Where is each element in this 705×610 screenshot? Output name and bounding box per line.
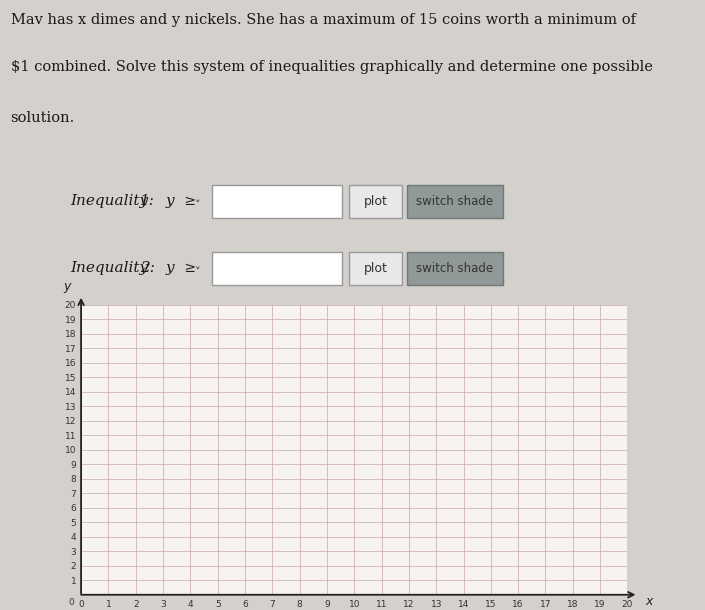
FancyBboxPatch shape xyxy=(349,252,402,285)
Text: solution.: solution. xyxy=(11,111,75,125)
Text: x: x xyxy=(645,595,653,609)
FancyBboxPatch shape xyxy=(349,185,402,218)
Text: 1:: 1: xyxy=(140,195,154,208)
FancyBboxPatch shape xyxy=(212,185,342,218)
Text: ˅: ˅ xyxy=(195,199,201,210)
Text: switch shade: switch shade xyxy=(416,195,494,208)
Text: ≥: ≥ xyxy=(180,195,196,208)
FancyBboxPatch shape xyxy=(407,185,503,218)
Text: y: y xyxy=(63,280,71,293)
Text: switch shade: switch shade xyxy=(416,262,494,275)
Text: y: y xyxy=(166,262,174,275)
Text: y: y xyxy=(166,195,174,208)
Text: ˅: ˅ xyxy=(195,267,201,277)
Text: Inequality: Inequality xyxy=(70,262,149,275)
Text: Mav has x dimes and y nickels. She has a maximum of 15 coins worth a minimum of: Mav has x dimes and y nickels. She has a… xyxy=(11,13,636,27)
Text: 0: 0 xyxy=(68,598,75,607)
Text: plot: plot xyxy=(364,195,387,208)
Text: 2:: 2: xyxy=(140,262,154,275)
Text: ≥: ≥ xyxy=(180,262,196,275)
FancyBboxPatch shape xyxy=(212,252,342,285)
Text: plot: plot xyxy=(364,262,387,275)
Text: Inequality: Inequality xyxy=(70,195,149,208)
Text: $1 combined. Solve this system of inequalities graphically and determine one pos: $1 combined. Solve this system of inequa… xyxy=(11,60,652,74)
FancyBboxPatch shape xyxy=(407,252,503,285)
